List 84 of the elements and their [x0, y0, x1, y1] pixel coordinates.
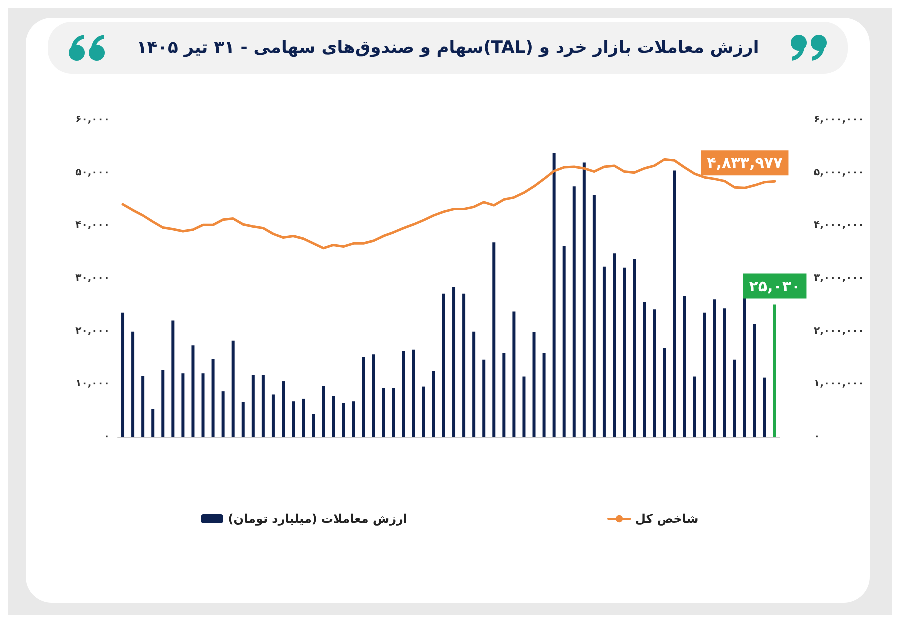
bar — [402, 351, 406, 437]
y2-tick-label: ۶,۰۰۰,۰۰۰ — [814, 114, 864, 126]
y2-tick-label: ۴,۰۰۰,۰۰۰ — [814, 220, 864, 232]
bar — [392, 388, 396, 437]
y-tick-label: ۱۰,۰۰۰ — [76, 378, 110, 390]
bar — [763, 378, 766, 437]
bar — [562, 246, 566, 437]
bar — [482, 360, 486, 437]
bar — [723, 308, 726, 437]
bar — [362, 357, 366, 437]
bar — [643, 302, 646, 437]
y2-tick-label: ۲,۰۰۰,۰۰۰ — [814, 326, 864, 337]
bar — [132, 332, 135, 437]
y2-tick-label: ۵,۰۰۰,۰۰۰ — [814, 167, 864, 178]
y-tick-label: ۶۰,۰۰۰ — [76, 114, 110, 126]
bar — [252, 375, 255, 437]
bar — [653, 310, 656, 437]
bar — [713, 300, 716, 437]
bar — [312, 414, 316, 437]
bar — [142, 376, 145, 437]
bar — [592, 196, 596, 437]
bar — [532, 332, 536, 437]
bar — [693, 376, 696, 437]
bar — [202, 374, 205, 437]
bar — [372, 354, 376, 437]
bar — [552, 153, 556, 437]
bar — [292, 402, 296, 437]
bar — [382, 388, 386, 437]
bar — [773, 304, 776, 437]
bar — [582, 162, 586, 437]
bar — [683, 296, 686, 437]
bar — [152, 409, 155, 437]
bar — [332, 396, 336, 437]
bar — [272, 394, 275, 437]
bar — [462, 294, 466, 437]
bar — [412, 350, 416, 437]
bar — [623, 268, 626, 437]
bar — [613, 254, 616, 437]
data-label: ۲۵,۰۳۰ — [749, 277, 801, 296]
bar — [162, 370, 165, 437]
y-tick-label: ۴۰,۰۰۰ — [76, 220, 110, 232]
bar — [342, 403, 346, 437]
y2-tick-label: ۳,۰۰۰,۰۰۰ — [814, 273, 864, 284]
bar — [602, 266, 606, 437]
bar — [432, 370, 436, 437]
legend-label: ارزش معاملات (میلیارد تومان) — [228, 512, 408, 526]
bar — [352, 402, 356, 437]
bar — [242, 402, 245, 437]
bar — [122, 312, 125, 437]
bar — [322, 386, 326, 437]
y2-tick-label: ۰ — [814, 432, 820, 442]
y-tick-label: ۲۰,۰۰۰ — [76, 326, 110, 337]
bar — [542, 352, 546, 437]
bar — [192, 346, 195, 437]
bar — [703, 312, 706, 437]
bar — [633, 259, 636, 437]
bar — [673, 170, 676, 437]
legend-label: شاخص کل — [636, 512, 699, 526]
bar — [492, 242, 496, 437]
bar — [262, 375, 265, 437]
bar — [472, 332, 476, 437]
bar — [512, 312, 516, 437]
bar — [212, 359, 215, 437]
y-tick-label: ۳۰,۰۰۰ — [76, 273, 110, 284]
bar — [232, 340, 235, 437]
bar — [572, 186, 576, 437]
y2-tick-label: ۱,۰۰۰,۰۰۰ — [814, 378, 864, 390]
bar — [182, 374, 185, 437]
bar — [733, 360, 736, 437]
bar — [452, 287, 456, 437]
bar — [522, 376, 526, 437]
bar — [502, 352, 506, 437]
bar — [302, 398, 306, 437]
bar — [442, 294, 446, 437]
data-label: ۴,۸۳۳,۹۷۷ — [707, 154, 783, 172]
bar — [663, 348, 666, 437]
y-tick-label: ۵۰,۰۰۰ — [76, 167, 110, 178]
bar — [222, 392, 225, 437]
bar — [753, 324, 756, 437]
bar — [422, 386, 426, 437]
chart-title: ارزش معاملات بازار خرد و (TAL)سهام و صندوق‌های سهامی - ۳۱ تیر ۱۴۰۵ — [136, 38, 760, 58]
y-tick-label: ۰ — [104, 432, 110, 442]
bar — [282, 382, 285, 437]
bar — [172, 320, 175, 437]
